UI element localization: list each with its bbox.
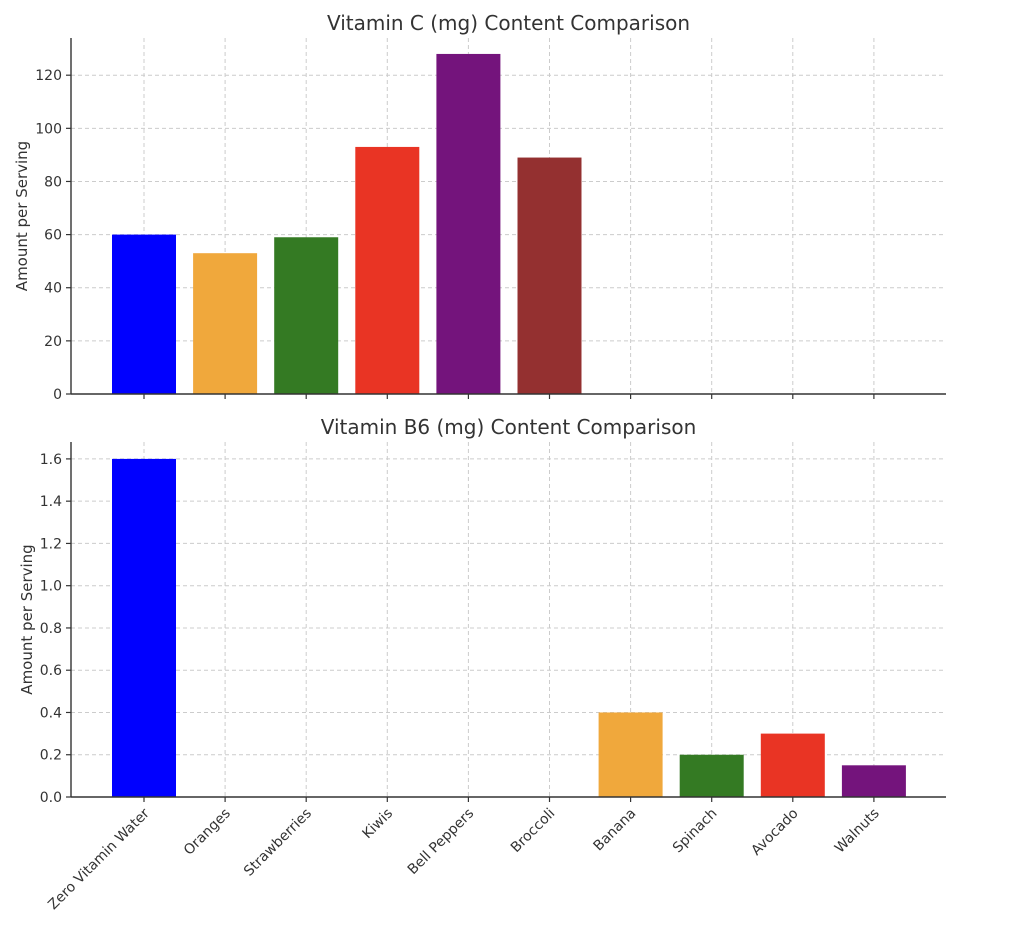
- x-tick-label: Zero Vitamin Water: [45, 805, 153, 913]
- y-tick-label: 0.2: [40, 748, 62, 764]
- y-tick-label: 80: [44, 174, 62, 190]
- x-tick-label: Oranges: [181, 806, 234, 859]
- x-tick-label: Spinach: [670, 806, 721, 857]
- chart-title: Vitamin C (mg) Content Comparison: [327, 11, 690, 35]
- bar-kiwis: [355, 146, 420, 394]
- y-tick-label: 1.2: [40, 536, 62, 552]
- bar-strawberries: [274, 237, 339, 394]
- chart-title: Vitamin B6 (mg) Content Comparison: [321, 415, 697, 439]
- y-axis-label: Amount per Serving: [13, 141, 31, 291]
- y-axis-label: Amount per Serving: [18, 544, 36, 694]
- y-tick-label: 0.8: [40, 621, 62, 637]
- bar-walnuts: [841, 765, 906, 797]
- y-tick-label: 0.6: [40, 663, 62, 679]
- x-tick-label: Strawberries: [241, 806, 315, 880]
- bar-zero-vitamin-water: [112, 458, 176, 797]
- y-tick-label: 0.4: [40, 705, 62, 721]
- y-tick-label: 1.6: [40, 452, 62, 468]
- y-tick-label: 40: [44, 281, 62, 297]
- bar-avocado: [760, 733, 825, 797]
- y-tick-label: 60: [44, 228, 62, 244]
- vitamin-b6-chart: Vitamin B6 (mg) Content Comparison 0.0 0.2…: [18, 415, 946, 913]
- y-tick-label: 120: [35, 68, 62, 84]
- bar-bell-peppers: [436, 53, 501, 394]
- bar-zero-vitamin-water: [112, 234, 176, 394]
- x-tick-label: Walnuts: [832, 806, 883, 857]
- y-tick-label: 1.4: [40, 494, 62, 510]
- bar-broccoli: [517, 157, 582, 394]
- y-tick-label: 0.0: [40, 790, 62, 806]
- bar-spinach: [679, 754, 744, 797]
- x-tick-label: Kiwis: [360, 806, 397, 843]
- vitamin-c-chart: Vitamin C (mg) Content Comparison 0 20 40 60…: [13, 11, 946, 403]
- x-tick-label: Avocado: [748, 806, 801, 859]
- x-tick-label: Banana: [591, 806, 640, 855]
- y-tick-label: 20: [44, 334, 62, 350]
- x-tick-label: Broccoli: [508, 806, 558, 856]
- bar-oranges: [193, 253, 258, 394]
- y-tick-label: 1.0: [40, 579, 62, 595]
- y-tick-label: 0: [53, 387, 62, 403]
- y-tick-label: 100: [35, 121, 62, 137]
- bar-banana: [598, 712, 663, 797]
- x-tick-label: Bell Peppers: [405, 806, 477, 878]
